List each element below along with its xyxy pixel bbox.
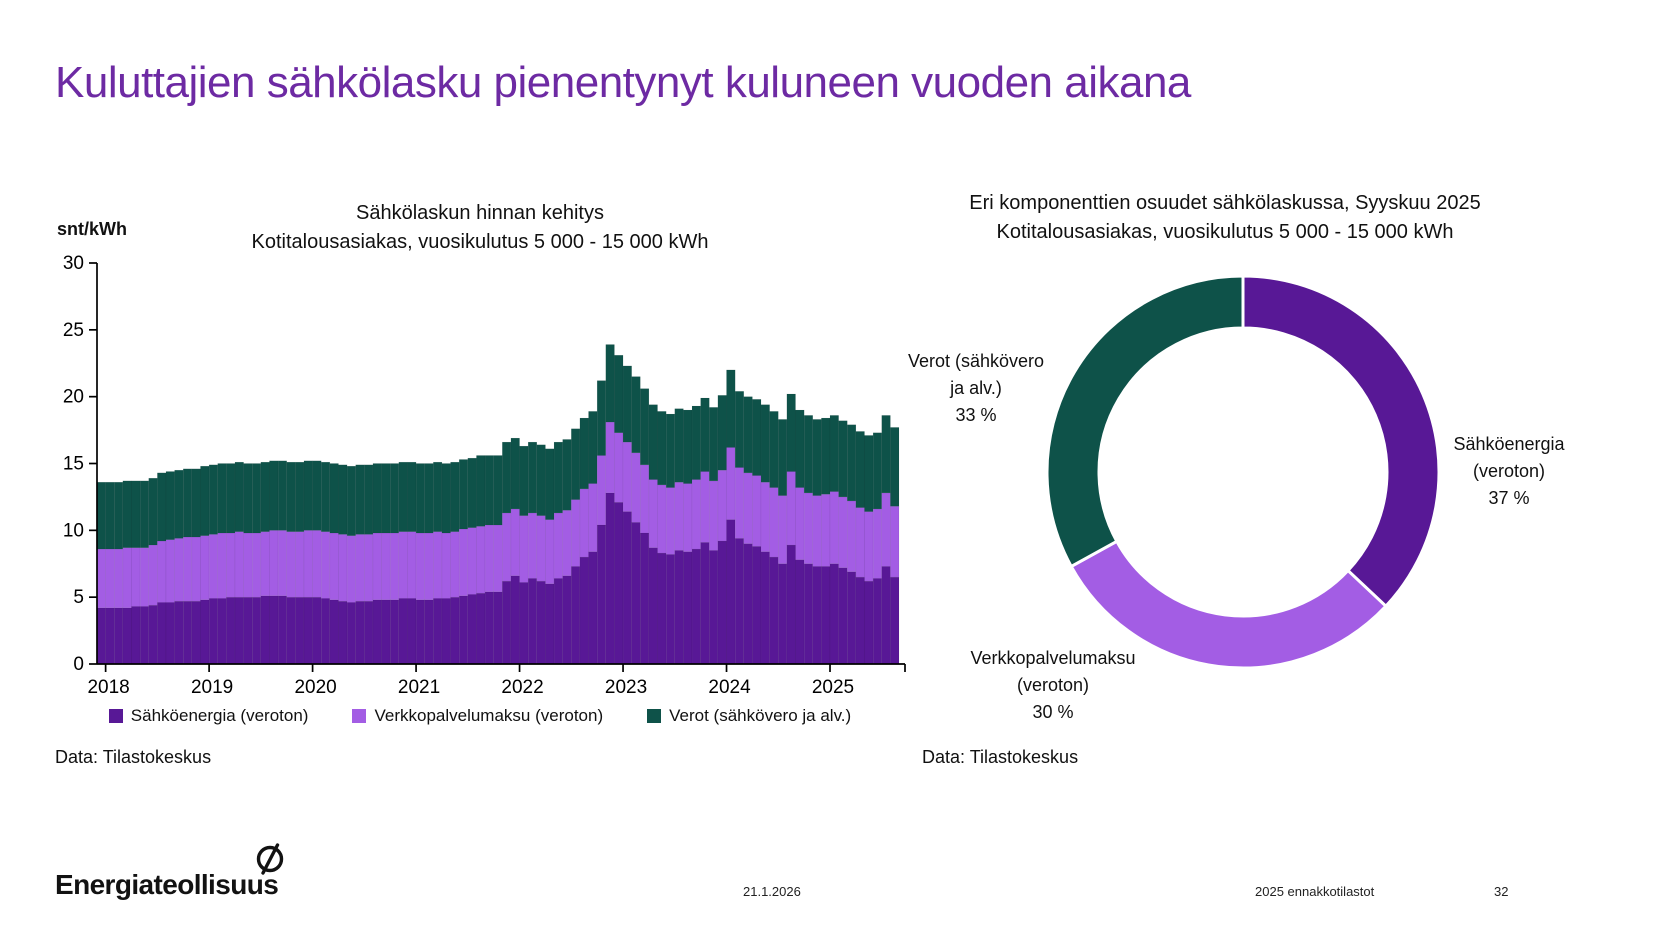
donut-label-energy-line2: (veroton) — [1472, 461, 1546, 481]
footer-date: 21.1.2026 — [743, 884, 801, 899]
donut-chart-subtitle: Kotitalousasiakas, vuosikulutus 5 000 - … — [996, 221, 1454, 243]
company-logo: Energiateollisuus — [55, 843, 355, 905]
footer-page-number: 32 — [1494, 884, 1509, 899]
svg-text:0: 0 — [73, 654, 84, 675]
svg-text:2023: 2023 — [605, 677, 647, 698]
source-note-left: Data: Tilastokeskus — [55, 747, 212, 767]
donut-label-energy-value: 37 % — [1488, 488, 1530, 508]
y-axis-unit-label: snt/kWh — [57, 219, 127, 239]
bar-chart-subtitle: Kotitalousasiakas, vuosikulutus 5 000 - … — [251, 231, 709, 253]
donut-label-network-line1: Verkkopalvelumaksu — [970, 648, 1136, 668]
bar-chart-title: Sähkölaskun hinnan kehitys — [356, 202, 604, 224]
svg-text:25: 25 — [63, 320, 84, 341]
legend-item-taxes: Verot (sähkövero ja alv.) — [647, 706, 851, 726]
svg-text:5: 5 — [73, 587, 84, 608]
svg-text:2021: 2021 — [398, 677, 440, 698]
donut-label-taxes: Verot (sähkövero ja alv.) 33 % — [880, 348, 1072, 429]
svg-text:30: 30 — [63, 253, 84, 274]
logo-text: Energiateollisuus — [55, 869, 279, 900]
donut-label-energy: Sähköenergia (veroton) 37 % — [1419, 431, 1599, 512]
logo-circle-slash-icon — [256, 843, 284, 875]
donut-label-taxes-value: 33 % — [955, 405, 997, 425]
svg-text:20: 20 — [63, 387, 84, 408]
legend-swatch-taxes-icon — [647, 709, 662, 723]
legend-label-taxes: Verot (sähkövero ja alv.) — [669, 706, 852, 725]
svg-text:2019: 2019 — [191, 677, 233, 698]
svg-text:2020: 2020 — [294, 677, 336, 698]
donut-chart-title: Eri komponenttien osuudet sähkölaskussa,… — [969, 192, 1481, 214]
bar-chart-legend: Sähköenergia (veroton) Verkkopalvelumaks… — [55, 706, 905, 726]
legend-swatch-network-icon — [352, 709, 367, 723]
donut-svg — [1045, 274, 1441, 670]
legend-label-network: Verkkopalvelumaksu (veroton) — [374, 706, 604, 725]
donut-chart-title-block: Eri komponenttien osuudet sähkölaskussa,… — [920, 189, 1530, 247]
donut-label-network-value: 30 % — [1032, 702, 1074, 722]
donut-label-taxes-line1: Verot (sähkövero — [907, 351, 1045, 371]
donut-label-network-line2: (veroton) — [1016, 675, 1090, 695]
bar-chart-title-block: Sähkölaskun hinnan kehitys Kotitalousasi… — [150, 199, 810, 257]
source-note-right: Data: Tilastokeskus — [922, 747, 1079, 767]
donut-label-network: Verkkopalvelumaksu (veroton) 30 % — [940, 645, 1166, 726]
legend-item-energy: Sähköenergia (veroton) — [108, 706, 309, 726]
svg-text:2025: 2025 — [812, 677, 854, 698]
page-title: Kuluttajien sähkölasku pienentynyt kulun… — [55, 58, 1191, 107]
legend-item-network: Verkkopalvelumaksu (veroton) — [352, 706, 603, 726]
svg-text:2022: 2022 — [501, 677, 543, 698]
svg-text:2018: 2018 — [87, 677, 129, 698]
svg-text:15: 15 — [63, 454, 84, 475]
donut-label-taxes-line2: ja alv.) — [950, 378, 1002, 398]
svg-text:10: 10 — [63, 520, 84, 541]
donut-label-energy-line1: Sähköenergia — [1453, 434, 1565, 454]
svg-text:2024: 2024 — [708, 677, 751, 698]
legend-label-energy: Sähköenergia (veroton) — [130, 706, 309, 725]
footer-report-name: 2025 ennakkotilastot — [1255, 884, 1375, 899]
legend-swatch-energy-icon — [108, 709, 123, 723]
